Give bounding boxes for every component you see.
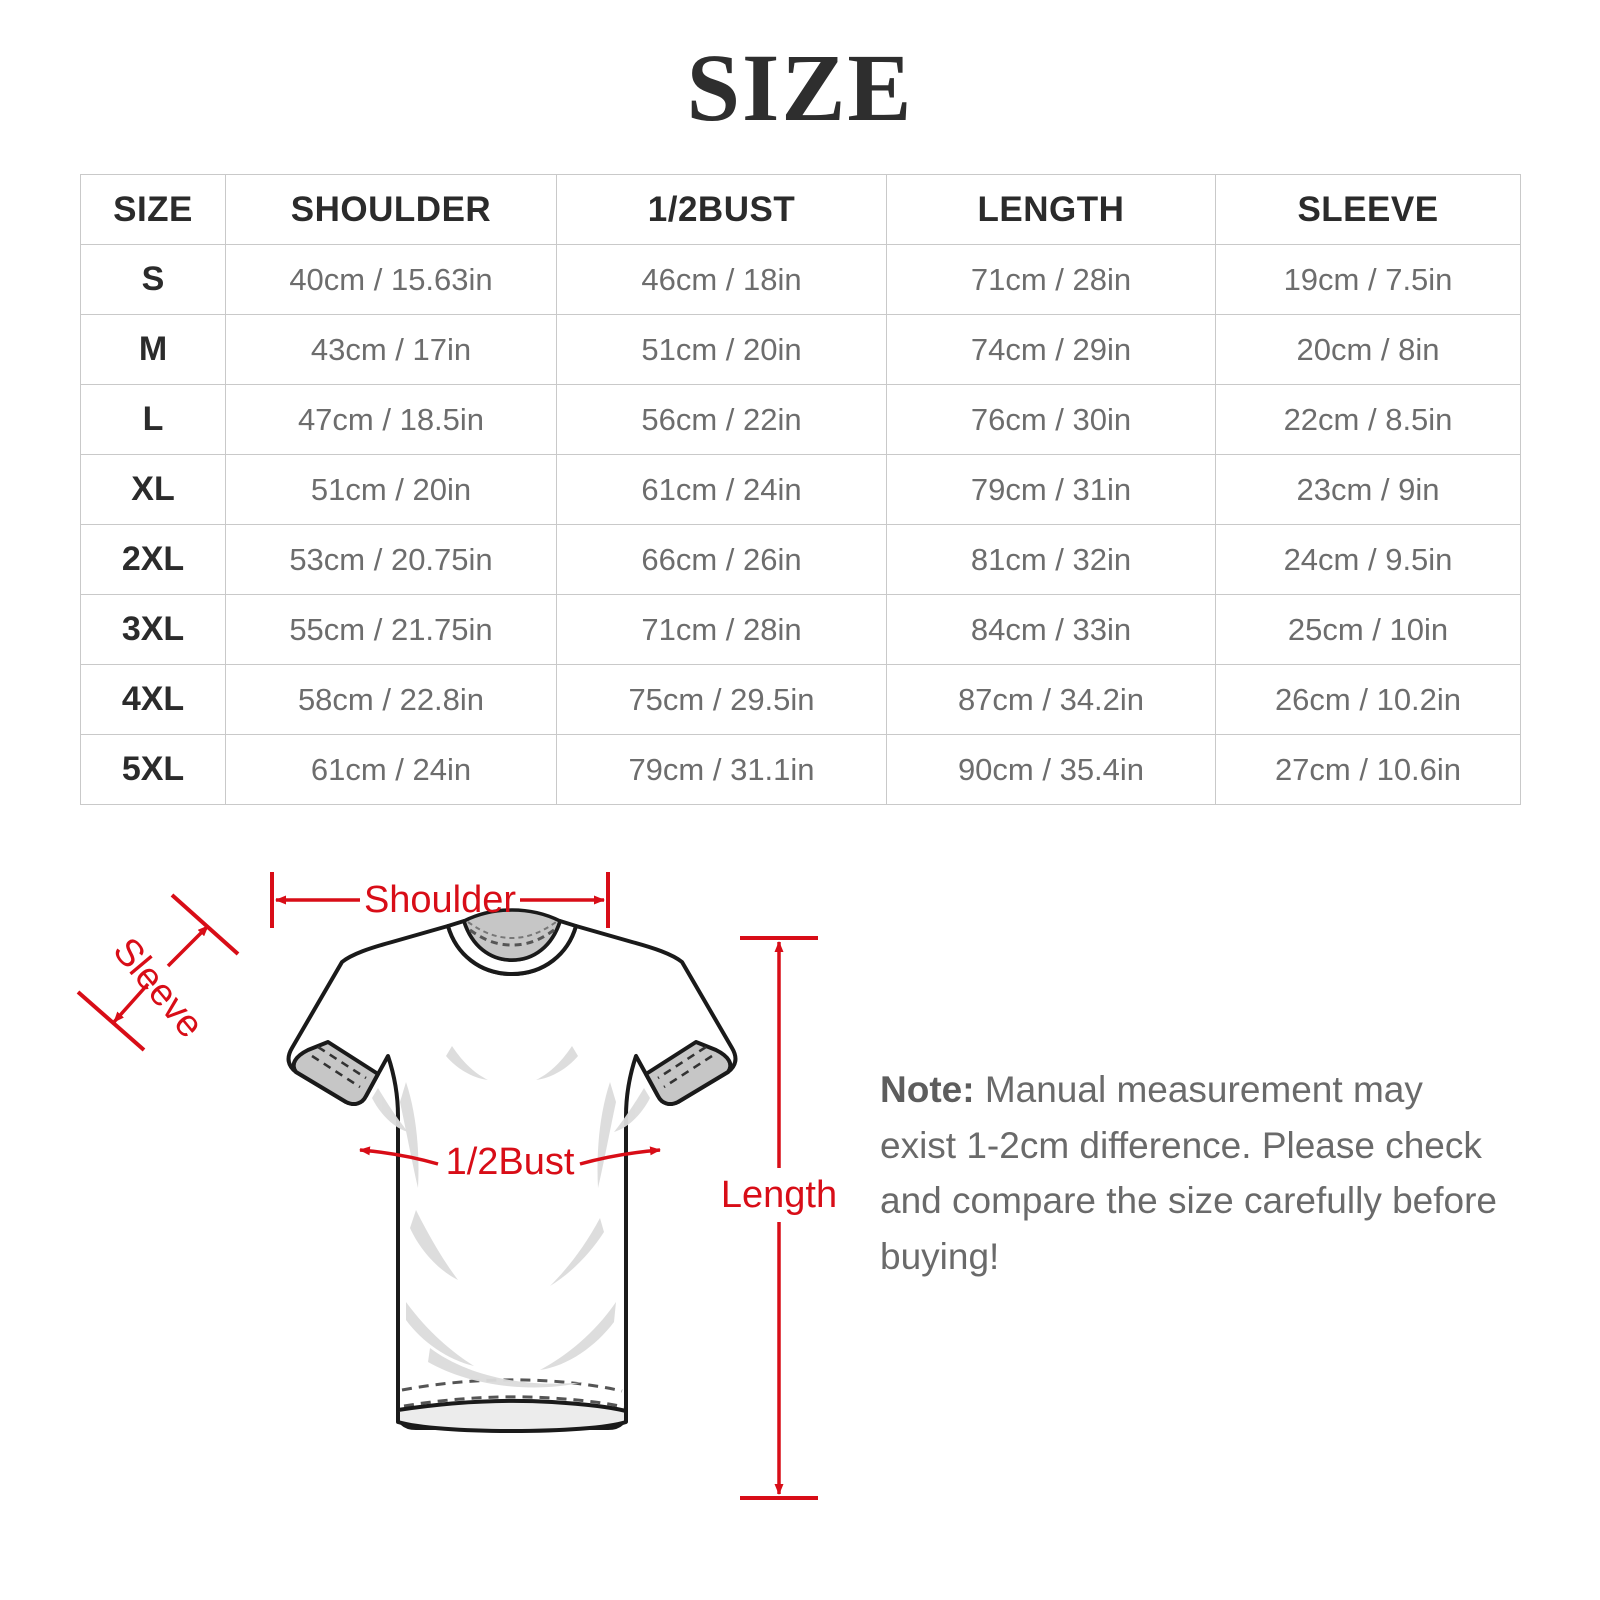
note-block: Note: Manual measurement may exist 1-2cm… [880, 1062, 1500, 1284]
column-header-shoulder: SHOULDER [225, 174, 557, 245]
shoulder-label: Shoulder [364, 879, 516, 921]
fabric-shading [372, 1046, 650, 1388]
cell-shoulder: 58cm / 22.8in [225, 664, 557, 735]
cell-shoulder: 61cm / 24in [225, 734, 557, 805]
cell-shoulder: 43cm / 17in [225, 314, 557, 385]
cell-size: M [80, 314, 226, 385]
collar-inner-fill [462, 908, 562, 962]
cell-length: 84cm / 33in [886, 594, 1216, 665]
cell-half-bust: 56cm / 22in [556, 384, 887, 455]
cell-half-bust: 51cm / 20in [556, 314, 887, 385]
cell-half-bust: 66cm / 26in [556, 524, 887, 595]
table-row: 3XL 55cm / 21.75in 71cm / 28in 84cm / 33… [80, 594, 1521, 665]
table-row: M 43cm / 17in 51cm / 20in 74cm / 29in 20… [80, 314, 1521, 385]
tshirt-illustration [286, 908, 738, 1433]
table-header-row: SIZE SHOULDER 1/2BUST LENGTH SLEEVE [80, 174, 1521, 245]
left-cuff-stitch-1 [311, 1054, 361, 1089]
cell-shoulder: 47cm / 18.5in [225, 384, 557, 455]
cell-half-bust: 79cm / 31.1in [556, 734, 887, 805]
cell-shoulder: 51cm / 20in [225, 454, 557, 525]
page-title: SIZE [686, 34, 914, 141]
right-cuff-stitch-1 [663, 1054, 713, 1089]
shoulder-measurement: Shoulder [270, 872, 610, 928]
sleeve-arrow-upper [166, 924, 210, 968]
cell-sleeve: 23cm / 9in [1215, 454, 1521, 525]
table-row: L 47cm / 18.5in 56cm / 22in 76cm / 30in … [80, 384, 1521, 455]
cell-length: 90cm / 35.4in [886, 734, 1216, 805]
cell-shoulder: 55cm / 21.75in [225, 594, 557, 665]
cell-size: 3XL [80, 594, 226, 665]
length-measurement: Length [721, 936, 837, 1500]
cell-size: 5XL [80, 734, 226, 805]
cell-size: XL [80, 454, 226, 525]
note-heading: Note: [880, 1069, 975, 1110]
cell-sleeve: 25cm / 10in [1215, 594, 1521, 665]
half-bust-label: 1/2Bust [446, 1141, 575, 1183]
hem-stitch-outer [401, 1378, 623, 1393]
column-header-length: LENGTH [886, 174, 1216, 245]
table-row: 4XL 58cm / 22.8in 75cm / 29.5in 87cm / 3… [80, 664, 1521, 735]
cell-size: S [80, 244, 226, 315]
cell-length: 74cm / 29in [886, 314, 1216, 385]
cell-sleeve: 26cm / 10.2in [1215, 664, 1521, 735]
cell-length: 76cm / 30in [886, 384, 1216, 455]
table-row: S 40cm / 15.63in 46cm / 18in 71cm / 28in… [80, 244, 1521, 315]
cell-length: 87cm / 34.2in [886, 664, 1216, 735]
cell-sleeve: 22cm / 8.5in [1215, 384, 1521, 455]
cell-sleeve: 19cm / 7.5in [1215, 244, 1521, 315]
left-cuff-stitch-2 [317, 1045, 367, 1080]
hem-stitch-inner [403, 1395, 625, 1409]
column-header-sleeve: SLEEVE [1215, 174, 1521, 245]
cell-half-bust: 75cm / 29.5in [556, 664, 887, 735]
note-body: Manual measurement may exist 1-2cm diffe… [880, 1069, 1498, 1277]
cell-sleeve: 27cm / 10.6in [1215, 734, 1521, 805]
half-bust-arrow-right [579, 1146, 661, 1166]
cell-shoulder: 53cm / 20.75in [225, 524, 557, 595]
size-table: SIZE SHOULDER 1/2BUST LENGTH SLEEVE S 40… [80, 174, 1521, 805]
cell-length: 71cm / 28in [886, 244, 1216, 315]
cell-half-bust: 46cm / 18in [556, 244, 887, 315]
table-row: 2XL 53cm / 20.75in 66cm / 26in 81cm / 32… [80, 524, 1521, 595]
column-header-size: SIZE [80, 174, 226, 245]
sleeve-measurement: Sleeve [76, 893, 240, 1052]
cell-size: 4XL [80, 664, 226, 735]
sleeve-tick-lower [76, 990, 146, 1052]
cell-size: L [80, 384, 226, 455]
cell-size: 2XL [80, 524, 226, 595]
table-row: 5XL 61cm / 24in 79cm / 31.1in 90cm / 35.… [80, 734, 1521, 805]
table-row: XL 51cm / 20in 61cm / 24in 79cm / 31in 2… [80, 454, 1521, 525]
sleeve-arrow-lower [112, 982, 150, 1024]
cell-half-bust: 61cm / 24in [556, 454, 887, 525]
cell-length: 79cm / 31in [886, 454, 1216, 525]
half-bust-arrow-left [359, 1146, 439, 1166]
cell-sleeve: 20cm / 8in [1215, 314, 1521, 385]
cell-half-bust: 71cm / 28in [556, 594, 887, 665]
half-bust-measurement: 1/2Bust [359, 1141, 661, 1183]
cell-length: 81cm / 32in [886, 524, 1216, 595]
collar-stitch [469, 928, 555, 947]
collar-stitch-2 [467, 921, 557, 940]
cell-sleeve: 24cm / 9.5in [1215, 524, 1521, 595]
column-header-half-bust: 1/2BUST [556, 174, 887, 245]
length-label: Length [721, 1174, 837, 1216]
measurement-diagram: Shoulder Sleeve 1/2Bust [60, 850, 860, 1550]
sleeve-tick-upper [170, 893, 240, 956]
cell-shoulder: 40cm / 15.63in [225, 244, 557, 315]
right-cuff-stitch-2 [657, 1045, 707, 1080]
hem-edge [396, 1398, 628, 1433]
